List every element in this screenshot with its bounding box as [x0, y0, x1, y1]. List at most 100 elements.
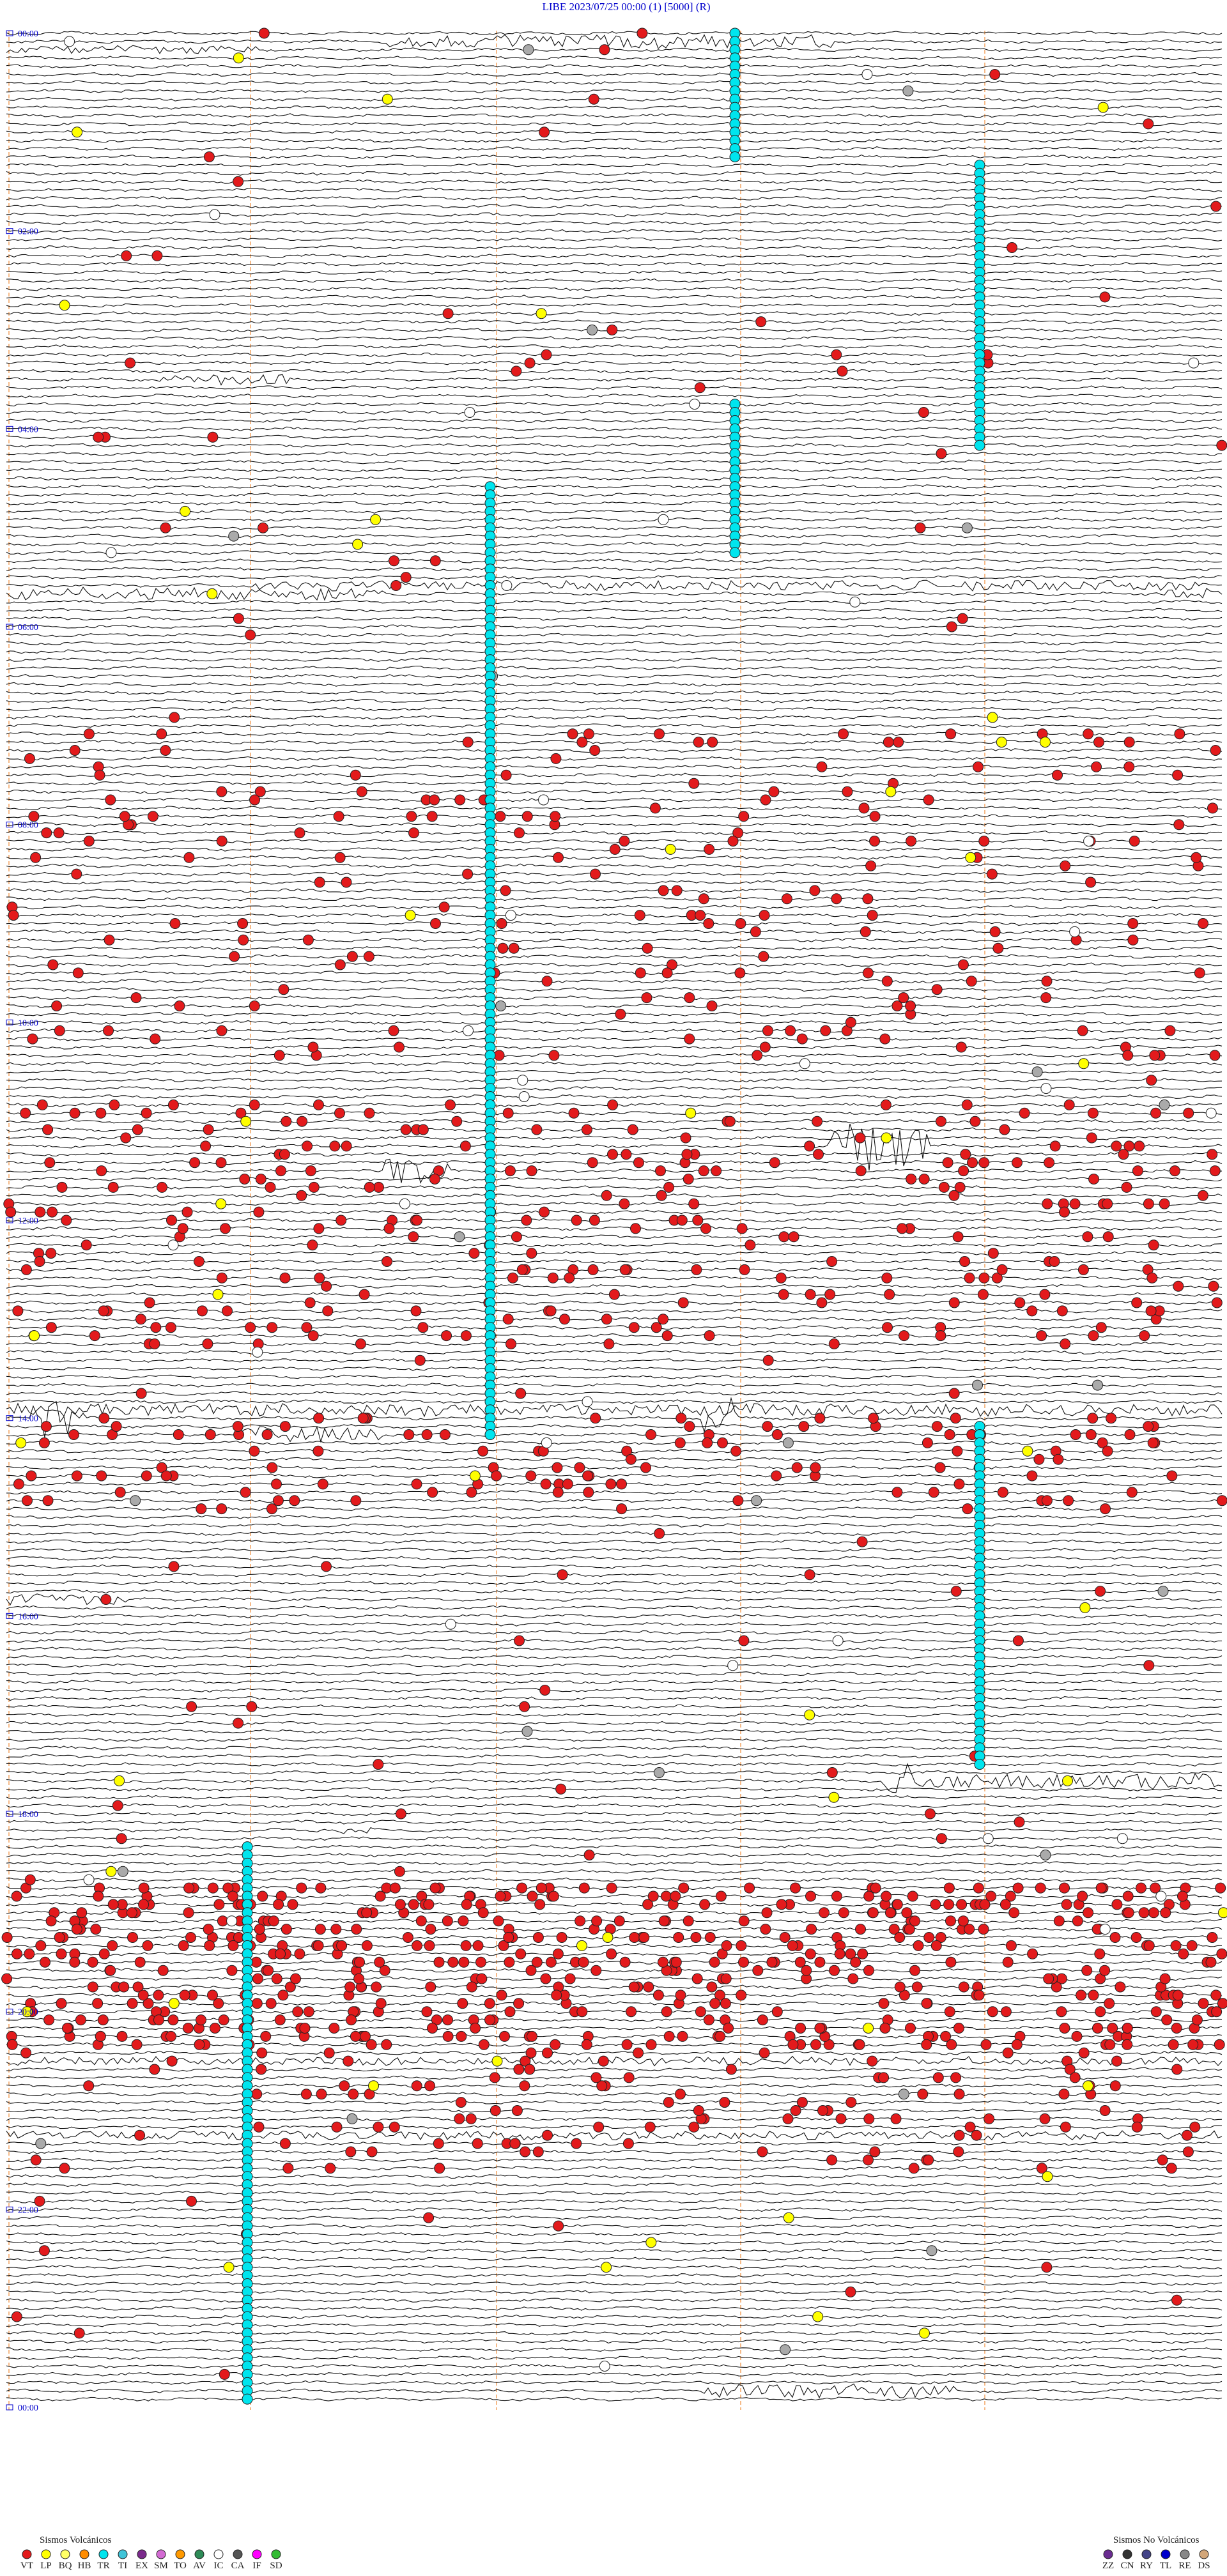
event-marker: [1008, 1907, 1020, 1919]
event-marker: [1143, 1660, 1155, 1671]
event-marker: [389, 1882, 401, 1894]
event-marker: [466, 1981, 477, 1993]
event-marker: [313, 1223, 325, 1234]
trace: [6, 517, 1223, 522]
trace: [6, 295, 1223, 300]
event-marker: [986, 868, 998, 880]
event-marker: [519, 2080, 530, 2092]
trace: [6, 2355, 1223, 2361]
event-marker: [1146, 1272, 1158, 1284]
event-marker: [346, 2113, 358, 2124]
event-marker: [54, 1932, 65, 1943]
trace: [6, 756, 1223, 761]
trace: [6, 913, 1223, 918]
event-marker: [606, 1882, 617, 1894]
event-marker: [1164, 1025, 1176, 1036]
trace: [6, 2396, 1223, 2402]
event-marker: [429, 794, 440, 806]
event-marker: [421, 2006, 433, 2018]
event-marker: [757, 2014, 768, 2026]
event-marker: [752, 1965, 764, 1976]
event-marker: [966, 976, 977, 987]
event-marker: [751, 1495, 762, 1506]
time-label: 06:00: [18, 623, 38, 632]
trace: [6, 2297, 1223, 2303]
event-marker: [334, 959, 346, 970]
event-marker: [196, 1503, 207, 1515]
trace: [6, 509, 1223, 514]
event-marker: [20, 2047, 32, 2058]
event-marker: [160, 1470, 172, 1482]
event-marker: [1069, 1198, 1081, 1209]
event-marker: [1148, 1907, 1159, 1919]
trace: [6, 2182, 1223, 2188]
event-marker: [130, 1495, 141, 1506]
event-marker: [805, 1948, 816, 1959]
trace: [6, 374, 1223, 386]
trace: [6, 1795, 1223, 1800]
event-marker: [989, 926, 1001, 937]
event-marker: [456, 2030, 467, 2042]
trace: [6, 641, 1223, 646]
event-marker: [307, 1330, 319, 1342]
event-marker: [627, 1124, 638, 1135]
event-marker: [389, 2121, 400, 2133]
event-marker: [606, 325, 618, 335]
event-marker: [1086, 1132, 1097, 1144]
trace: [6, 533, 1223, 539]
event-marker: [509, 2138, 521, 2149]
event-marker: [906, 1174, 917, 1184]
event-marker: [869, 836, 880, 847]
event-marker: [519, 1701, 530, 1712]
event-marker: [411, 1478, 422, 1490]
event-marker: [499, 2030, 510, 2042]
event-marker: [945, 728, 957, 740]
trace: [6, 1011, 1223, 1016]
event-marker: [628, 1322, 640, 1333]
event-marker: [503, 1932, 514, 1943]
event-marker: [957, 1915, 969, 1927]
event-marker: [24, 1948, 35, 1959]
event-marker: [1170, 1940, 1182, 1951]
event-marker: [531, 1956, 543, 1968]
event-marker: [233, 176, 244, 187]
event-marker: [150, 1322, 162, 1333]
trace: [6, 1589, 1223, 1594]
event-marker: [607, 1099, 619, 1110]
event-marker: [734, 967, 746, 979]
trace: [6, 1465, 1223, 1470]
event-marker: [1099, 291, 1111, 303]
event-marker: [45, 1248, 57, 1259]
event-marker: [500, 885, 511, 896]
event-marker: [151, 250, 163, 261]
event-marker: [459, 1140, 471, 1152]
trace: [6, 2372, 1223, 2377]
trace: [6, 2075, 1223, 2080]
event-marker: [699, 1899, 711, 1910]
event-marker: [1087, 1107, 1099, 1119]
event-marker: [987, 712, 998, 723]
event-marker: [806, 1924, 817, 1935]
event-marker: [795, 2023, 806, 2034]
event-marker: [354, 1956, 365, 1968]
event-marker: [771, 1429, 783, 1440]
event-marker: [515, 1948, 527, 1959]
trace: [6, 80, 1223, 85]
event-marker: [901, 1907, 913, 1919]
trace: [6, 352, 1223, 357]
event-marker: [542, 2129, 553, 2141]
event-marker: [257, 1890, 268, 1902]
event-marker: [601, 2262, 612, 2273]
event-marker: [596, 2080, 608, 2092]
event-marker: [658, 885, 669, 896]
event-marker: [153, 2014, 164, 2026]
event-marker: [1122, 1050, 1134, 1061]
event-marker: [671, 885, 683, 896]
event-marker: [945, 1956, 957, 1968]
event-marker: [552, 1462, 563, 1473]
event-marker: [707, 737, 718, 748]
event-marker: [1088, 1330, 1099, 1342]
trace: [6, 1094, 1223, 1100]
trace: [6, 113, 1223, 118]
event-marker: [1189, 2121, 1201, 2133]
